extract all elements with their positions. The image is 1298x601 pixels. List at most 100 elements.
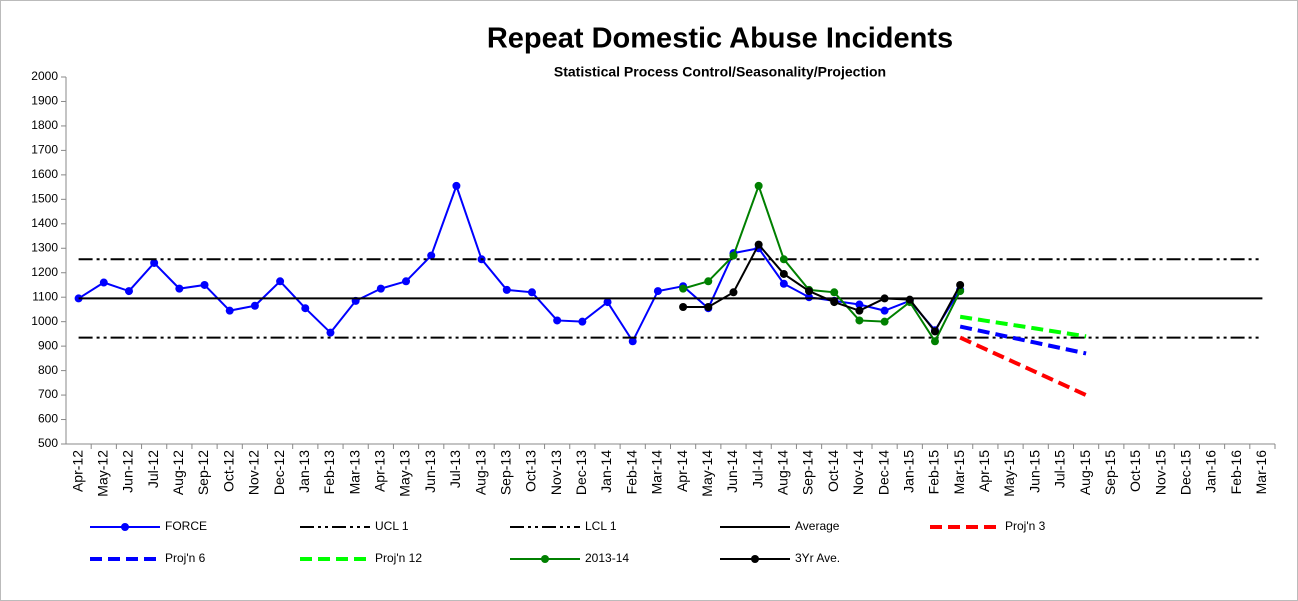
marker [880,306,889,315]
x-tick-label: Apr-13 [372,450,388,492]
y-tick-label: 1200 [31,265,58,279]
marker [830,298,839,307]
legend-marker [121,523,129,531]
y-tick-label: 1500 [31,192,58,206]
y-tick-label: 500 [38,436,58,450]
marker [880,317,889,326]
x-tick-label: Sep-14 [800,450,816,495]
x-tick-label: Nov-14 [850,450,866,495]
x-tick-label: May-13 [397,450,413,497]
y-tick-label: 1300 [31,240,58,254]
y-tick-label: 800 [38,363,58,377]
marker [729,288,738,297]
x-tick-label: Mar-14 [649,450,665,495]
series-line [959,324,1087,356]
marker [376,284,385,293]
x-tick-label: Sep-13 [497,450,513,495]
x-tick-label: Dec-14 [875,450,891,495]
marker [679,302,688,311]
x-tick-label: Aug-13 [472,450,488,495]
x-tick-label: Jun-13 [422,450,438,493]
x-tick-label: Jan-14 [598,450,614,493]
marker [502,285,511,294]
x-tick-label: Apr-12 [69,450,85,492]
x-tick-label: Aug-14 [775,450,791,495]
marker [427,251,436,260]
marker [704,302,713,311]
marker [930,337,939,346]
marker [830,288,839,297]
chart-subtitle: Statistical Process Control/Seasonality/… [554,64,886,80]
marker [578,317,587,326]
marker [124,287,133,296]
legend-label: FORCE [165,519,207,533]
chart-title: Repeat Domestic Abuse Incidents [487,23,953,55]
x-tick-label: May-14 [699,450,715,497]
marker [603,298,612,307]
y-tick-label: 1400 [31,216,58,230]
marker [930,327,939,336]
x-tick-label: Nov-13 [548,450,564,495]
marker [301,304,310,313]
x-tick-label: Aug-15 [1077,450,1093,495]
x-tick-label: Jun-15 [1026,450,1042,493]
legend-label: Proj'n 12 [375,551,422,565]
marker [779,269,788,278]
series-line [959,314,1087,339]
y-tick-label: 900 [38,338,58,352]
marker [225,306,234,315]
x-tick-label: Feb-14 [623,450,639,495]
marker [779,279,788,288]
x-tick-label: Feb-15 [926,450,942,495]
x-tick-label: Jun-14 [724,450,740,493]
x-tick-label: Mar-13 [346,450,362,495]
x-tick-label: Oct-14 [825,450,841,492]
x-tick-label: Apr-14 [674,450,690,492]
marker [905,295,914,304]
marker [452,181,461,190]
marker [276,277,285,286]
legend-marker [541,555,549,563]
series-line [683,242,962,334]
x-tick-label: May-15 [1001,450,1017,497]
marker [653,287,662,296]
x-tick-label: Nov-15 [1152,450,1168,495]
x-tick-label: May-12 [94,450,110,497]
legend-label: 3Yr Ave. [795,551,840,565]
y-tick-label: 1600 [31,167,58,181]
marker [855,316,864,325]
x-tick-label: Dec-12 [271,450,287,495]
marker [855,306,864,315]
x-tick-label: Jan-16 [1203,450,1219,493]
x-tick-label: Oct-13 [523,450,539,492]
marker [805,287,814,296]
marker [175,284,184,293]
x-tick-label: Jul-15 [1052,450,1068,488]
marker [250,301,259,310]
x-tick-label: Feb-16 [1228,450,1244,495]
y-tick-label: 700 [38,387,58,401]
marker [326,328,335,337]
marker [628,337,637,346]
legend-label: Proj'n 6 [165,551,206,565]
x-tick-label: Jul-13 [447,450,463,488]
y-tick-label: 1000 [31,314,58,328]
x-tick-label: Jan-13 [296,450,312,493]
marker [754,240,763,249]
legend-label: LCL 1 [585,519,617,533]
series-line [959,335,1087,397]
marker [679,284,688,293]
x-tick-label: Dec-13 [573,450,589,495]
x-tick-label: Sep-15 [1102,450,1118,495]
x-tick-label: Apr-15 [976,450,992,492]
marker [729,251,738,260]
x-tick-label: Mar-16 [1253,450,1269,495]
x-tick-label: Jul-12 [145,450,161,488]
legend-label: 2013-14 [585,551,629,565]
legend-label: Proj'n 3 [1005,519,1046,533]
x-tick-label: Oct-15 [1127,450,1143,492]
x-tick-label: Oct-12 [220,450,236,492]
marker [402,277,411,286]
